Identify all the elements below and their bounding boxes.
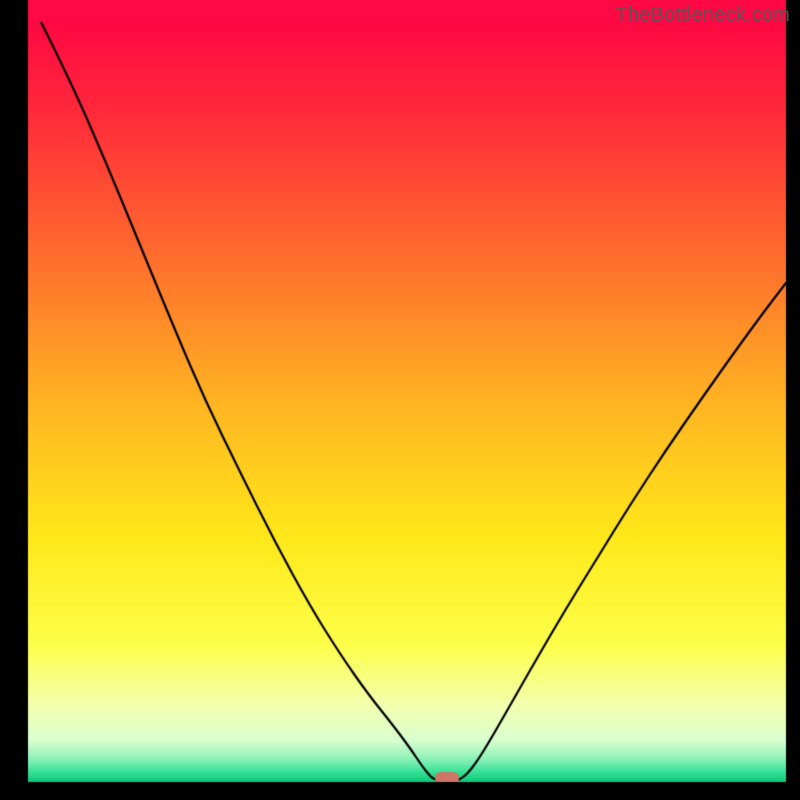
watermark-text: TheBottleneck.com bbox=[615, 4, 790, 27]
bottleneck-chart bbox=[0, 0, 800, 800]
